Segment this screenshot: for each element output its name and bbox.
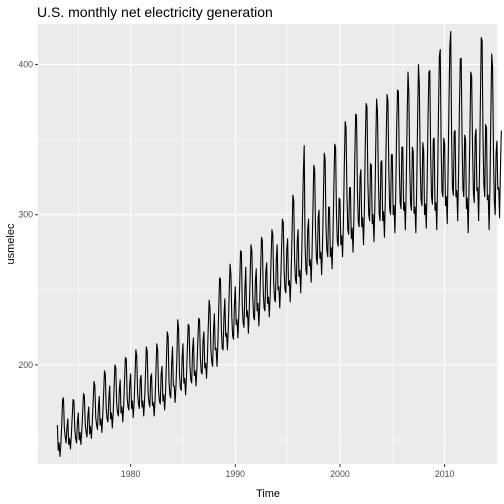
plot-panel — [38, 24, 498, 464]
major-gridlines — [38, 24, 498, 464]
y-tick-label: 200 — [18, 360, 33, 370]
chart-title: U.S. monthly net electricity generation — [37, 4, 273, 20]
y-tick-label: 400 — [18, 60, 33, 70]
y-axis: 200 300 400 — [18, 60, 38, 370]
x-axis: 1980 1990 2000 2010 — [121, 464, 455, 479]
x-tick-label: 2010 — [435, 469, 455, 479]
y-axis-title: usmelec — [5, 223, 17, 264]
x-tick-label: 1990 — [226, 469, 246, 479]
y-tick-label: 300 — [18, 210, 33, 220]
x-axis-title: Time — [256, 488, 280, 500]
x-tick-label: 1980 — [121, 469, 141, 479]
series-line-usmelec — [56, 30, 502, 458]
x-tick-label: 2000 — [330, 469, 350, 479]
